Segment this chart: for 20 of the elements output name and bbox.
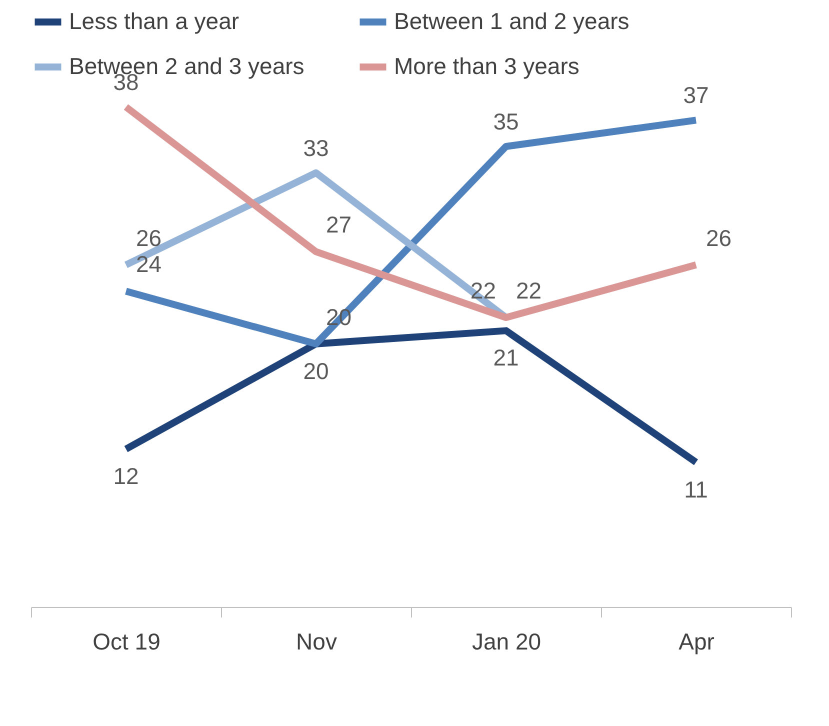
- legend-label: Between 1 and 2 years: [394, 8, 630, 34]
- data-label: 24: [136, 251, 162, 278]
- data-label: 20: [303, 358, 329, 384]
- data-label: 26: [136, 224, 162, 251]
- data-label: 12: [113, 463, 139, 490]
- x-tick-label: Jan 20: [472, 628, 542, 654]
- data-label: 21: [493, 344, 519, 371]
- data-label: 11: [684, 476, 708, 502]
- data-label: 22: [470, 278, 496, 304]
- data-label: 33: [303, 134, 329, 161]
- data-label: 35: [493, 108, 519, 134]
- data-label: 26: [706, 224, 732, 251]
- x-tick-label: Oct 19: [92, 628, 160, 654]
- data-label: 27: [326, 212, 352, 238]
- x-tick-label: Apr: [678, 628, 715, 654]
- data-label: 37: [683, 82, 709, 108]
- x-tick-label: Nov: [296, 628, 338, 654]
- data-label: 22: [516, 278, 542, 304]
- legend-label: More than 3 years: [394, 53, 580, 79]
- legend-label: Less than a year: [69, 8, 240, 34]
